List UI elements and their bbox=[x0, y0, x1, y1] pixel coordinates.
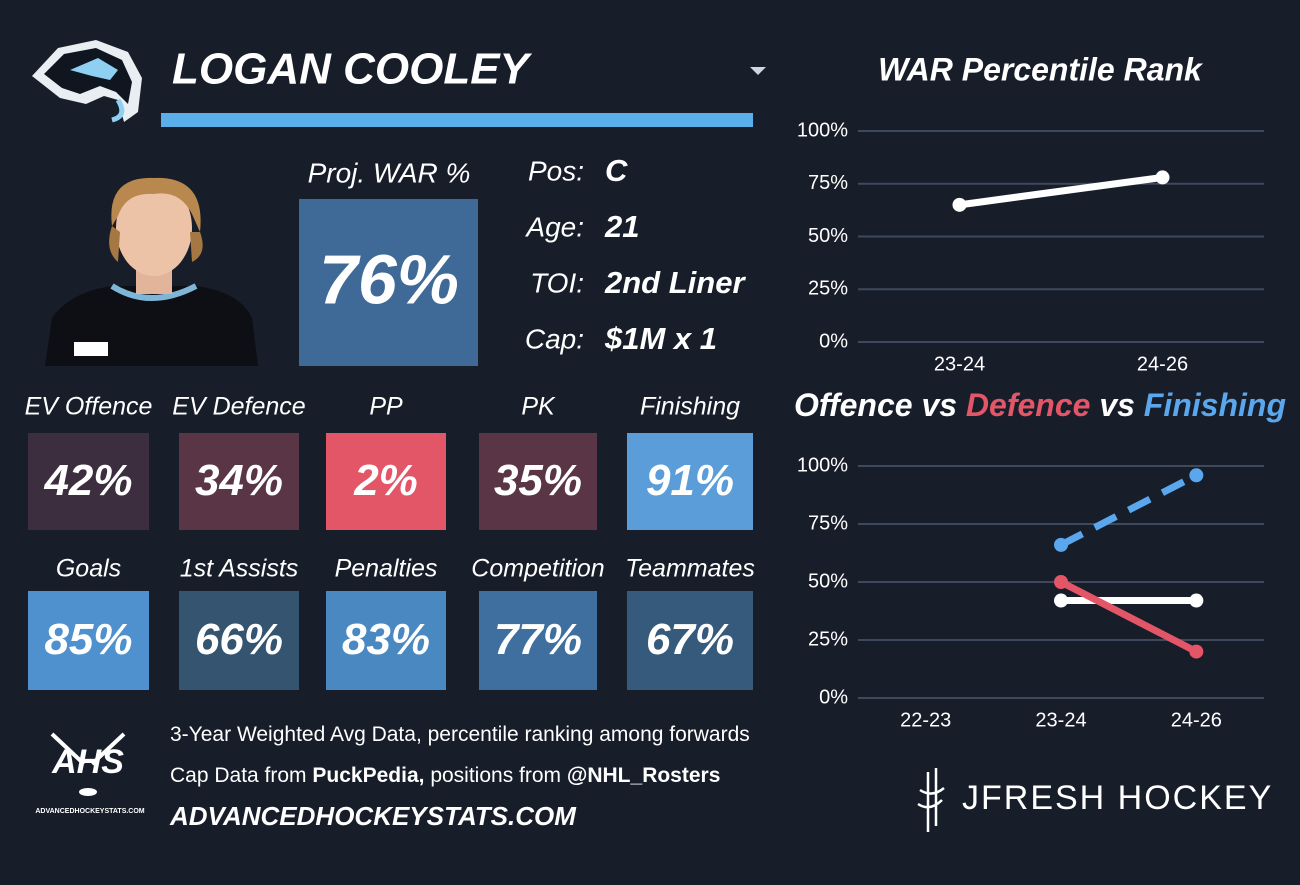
title-series-name: Defence bbox=[966, 387, 1091, 423]
brand-name: JFRESH HOCKEY bbox=[962, 779, 1273, 817]
tile-value: 91% bbox=[646, 456, 734, 505]
data-line bbox=[1059, 472, 1198, 548]
tile bbox=[326, 433, 446, 530]
title-series-name: Finishing bbox=[1144, 387, 1286, 423]
x-tick-label: 22-23 bbox=[900, 709, 951, 731]
tile bbox=[479, 591, 597, 690]
info-value: $1M x 1 bbox=[604, 321, 717, 356]
footer-note: 3-Year Weighted Avg Data, percentile ran… bbox=[170, 723, 750, 746]
tile-value: 34% bbox=[195, 456, 283, 505]
tile-value: 66% bbox=[195, 615, 283, 664]
tile-value: 77% bbox=[494, 615, 582, 664]
tile-label: Teammates bbox=[625, 555, 755, 583]
data-point bbox=[1054, 537, 1068, 552]
tile bbox=[179, 433, 299, 530]
proj-war-label: Proj. WAR % bbox=[308, 157, 471, 188]
info-label: Age: bbox=[524, 211, 584, 242]
tile bbox=[28, 591, 149, 690]
ahs-logo: AHS ADVANCEDHOCKEYSTATS.COM bbox=[35, 732, 145, 815]
y-tick-label: 50% bbox=[808, 225, 848, 247]
tile bbox=[28, 433, 149, 530]
data-point bbox=[1189, 468, 1204, 483]
info-value: C bbox=[605, 153, 628, 188]
tile-label: Competition bbox=[471, 555, 604, 583]
ahs-logo-text: AHS bbox=[51, 743, 124, 781]
tile bbox=[627, 591, 753, 690]
player-photo bbox=[45, 177, 258, 366]
tile-label: PP bbox=[369, 393, 403, 421]
y-tick-label: 25% bbox=[808, 628, 848, 650]
tile-label: PK bbox=[521, 393, 556, 421]
ahs-logo-url: ADVANCEDHOCKEYSTATS.COM bbox=[35, 808, 144, 815]
tile-label: Penalties bbox=[335, 555, 438, 583]
info-label: Pos: bbox=[528, 155, 584, 186]
info-label: Cap: bbox=[525, 323, 584, 354]
chart-title: Offence vs Defence vs Finishing bbox=[794, 387, 1286, 423]
tile-value: 35% bbox=[494, 456, 582, 505]
footer-note: Cap Data from PuckPedia, positions from … bbox=[170, 764, 720, 787]
tile bbox=[326, 591, 446, 690]
x-tick-label: 24-26 bbox=[1171, 709, 1222, 731]
data-point bbox=[1054, 575, 1068, 589]
tile-label: 1st Assists bbox=[180, 555, 299, 583]
team-logo bbox=[32, 40, 142, 123]
y-tick-label: 100% bbox=[797, 454, 848, 476]
proj-war-box bbox=[299, 199, 478, 366]
footer-text: Cap Data from bbox=[170, 764, 307, 787]
y-tick-label: 0% bbox=[819, 686, 848, 708]
info-label: TOI: bbox=[530, 267, 584, 298]
tile bbox=[479, 433, 597, 530]
y-tick-label: 25% bbox=[808, 278, 848, 300]
player-info: Pos: C Age: 21 TOI: 2nd Liner Cap: $1M x 1 bbox=[524, 153, 746, 356]
tile-label: EV Defence bbox=[172, 393, 305, 421]
y-tick-label: 75% bbox=[808, 172, 848, 194]
tile-value: 42% bbox=[43, 456, 132, 505]
tile-label: Finishing bbox=[640, 393, 740, 421]
x-tick-label: 23-24 bbox=[1035, 709, 1086, 731]
player-name: LOGAN COOLEY bbox=[172, 45, 533, 94]
x-tick-label: 24-26 bbox=[1137, 353, 1188, 375]
title-joiner: vs bbox=[921, 387, 957, 423]
tile-label: EV Offence bbox=[25, 393, 153, 421]
data-point bbox=[1189, 593, 1204, 608]
footer-website: ADVANCEDHOCKEYSTATS.COM bbox=[169, 801, 577, 831]
chart-title: WAR Percentile Rank bbox=[878, 51, 1204, 87]
tile-value: 85% bbox=[44, 615, 132, 664]
info-value: 2nd Liner bbox=[604, 265, 746, 300]
footer-text: 3-Year Weighted Avg Data, percentile ran… bbox=[170, 723, 750, 746]
data-line bbox=[1057, 578, 1200, 656]
brand-logo bbox=[917, 768, 945, 832]
stat-tiles: EV Offence 42% EV Defence 34% PP 2% PK 35% Finis… bbox=[25, 393, 755, 690]
proj-war-value: 76% bbox=[319, 240, 459, 318]
data-point bbox=[1155, 170, 1170, 185]
data-line bbox=[956, 173, 1166, 209]
y-tick-label: 100% bbox=[797, 119, 848, 141]
data-point bbox=[952, 197, 967, 212]
name-underline bbox=[161, 113, 753, 127]
x-tick-label: 23-24 bbox=[934, 353, 985, 375]
footer-text: @NHL_Rosters bbox=[567, 764, 721, 787]
data-point bbox=[1189, 644, 1204, 659]
tile bbox=[179, 591, 299, 690]
info-value: 21 bbox=[604, 209, 639, 244]
footer-text: positions from bbox=[430, 764, 561, 787]
tile bbox=[627, 433, 753, 530]
tile-value: 2% bbox=[353, 456, 418, 505]
tile-value: 83% bbox=[342, 615, 430, 664]
tile-label: Goals bbox=[56, 555, 121, 583]
title-joiner: vs bbox=[1099, 387, 1135, 423]
dropdown-toggle[interactable] bbox=[750, 67, 766, 75]
y-tick-label: 0% bbox=[819, 330, 848, 352]
data-point bbox=[1054, 593, 1068, 608]
title-series-name: Offence bbox=[794, 387, 913, 423]
tile-value: 67% bbox=[646, 615, 734, 664]
y-tick-label: 75% bbox=[808, 512, 848, 534]
footer-text: PuckPedia, bbox=[312, 764, 424, 787]
y-tick-label: 50% bbox=[808, 570, 848, 592]
charts: WAR Percentile Rank 0% 25% 50% 75% 100% 23-24 2… bbox=[794, 51, 1286, 731]
